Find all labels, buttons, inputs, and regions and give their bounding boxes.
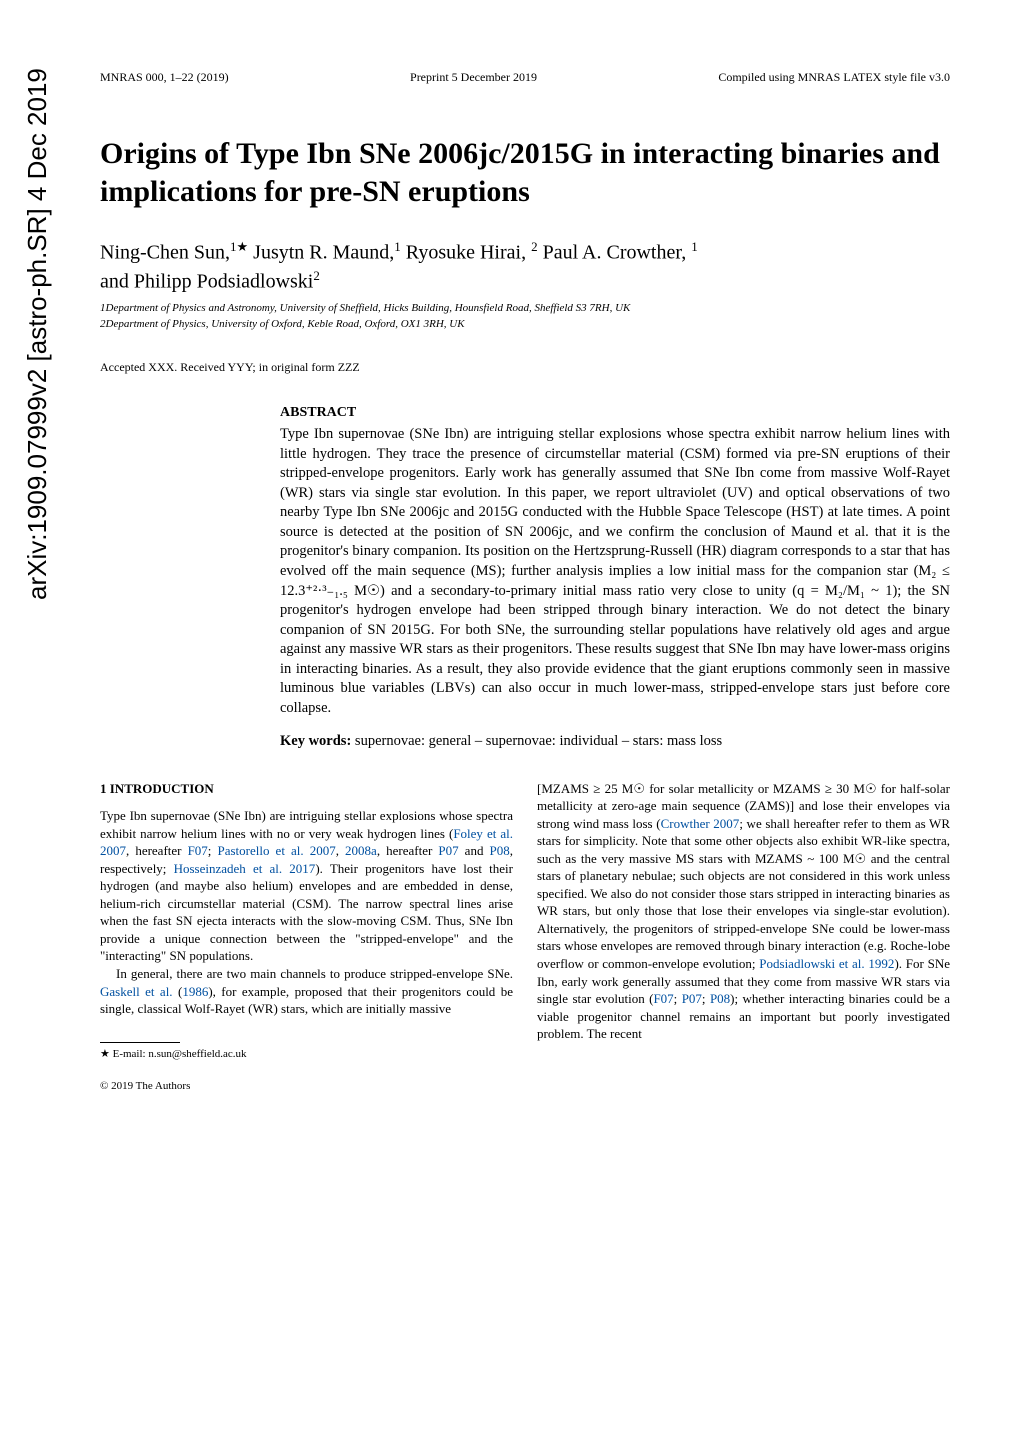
text: ). Their progenitors have lost their hyd…: [100, 861, 513, 964]
paragraph: Type Ibn supernovae (SNe Ibn) are intrig…: [100, 807, 513, 965]
keywords-label: Key words:: [280, 733, 351, 749]
author-name: Ryosuke Hirai,: [406, 242, 531, 264]
author-name: Ning-Chen Sun,: [100, 242, 230, 264]
citation-link[interactable]: P07: [438, 843, 458, 858]
text: ;: [702, 991, 710, 1006]
keywords: Key words: supernovae: general – superno…: [280, 733, 950, 750]
citation-link[interactable]: 2008a: [345, 843, 377, 858]
text: ; we shall hereafter refer to them as WR…: [537, 816, 950, 971]
text: (: [173, 984, 183, 999]
author-affil-sup: 1★: [230, 239, 248, 254]
header-left: MNRAS 000, 1–22 (2019): [100, 70, 229, 85]
header-center: Preprint 5 December 2019: [410, 70, 537, 85]
page-content: MNRAS 000, 1–22 (2019) Preprint 5 Decemb…: [0, 0, 1020, 1134]
author-affil-sup: 1: [691, 239, 698, 254]
header-row: MNRAS 000, 1–22 (2019) Preprint 5 Decemb…: [100, 70, 950, 85]
header-right: Compiled using MNRAS LATEX style file v3…: [718, 70, 950, 85]
keywords-text: supernovae: general – supernovae: indivi…: [351, 733, 722, 749]
text: ,: [336, 843, 345, 858]
right-column: [MZAMS ≥ 25 M☉ for solar metallicity or …: [537, 780, 950, 1095]
author-affil-sup: 2: [531, 239, 538, 254]
authors: Ning-Chen Sun,1★ Jusytn R. Maund,1 Ryosu…: [100, 238, 950, 295]
text: ;: [674, 991, 682, 1006]
text: and: [459, 843, 490, 858]
author-name: Paul A. Crowther,: [543, 242, 692, 264]
author-name: Jusytn R. Maund,: [253, 242, 394, 264]
section-heading: 1 INTRODUCTION: [100, 780, 513, 798]
citation-link[interactable]: P08: [710, 991, 730, 1006]
author-affil-sup: 1: [394, 239, 401, 254]
footnote-rule: [100, 1042, 180, 1043]
text: , hereafter: [126, 843, 188, 858]
text: In general, there are two main channels …: [116, 966, 513, 981]
left-column: 1 INTRODUCTION Type Ibn supernovae (SNe …: [100, 780, 513, 1095]
citation-link[interactable]: Pastorello et al. 2007: [217, 843, 335, 858]
copyright: © 2019 The Authors: [100, 1079, 513, 1094]
text: Type Ibn supernovae (SNe Ibn) are intrig…: [100, 808, 513, 841]
paragraph: [MZAMS ≥ 25 M☉ for solar metallicity or …: [537, 780, 950, 1043]
citation-link[interactable]: P07: [682, 991, 702, 1006]
abstract-block: ABSTRACT Type Ibn supernovae (SNe Ibn) a…: [280, 405, 950, 749]
paragraph: In general, there are two main channels …: [100, 965, 513, 1018]
accepted-line: Accepted XXX. Received YYY; in original …: [100, 360, 950, 375]
abstract-text: Type Ibn supernovae (SNe Ibn) are intrig…: [280, 425, 950, 718]
body-columns: 1 INTRODUCTION Type Ibn supernovae (SNe …: [100, 780, 950, 1095]
affiliations: 1Department of Physics and Astronomy, Un…: [100, 301, 950, 332]
abstract-heading: ABSTRACT: [280, 405, 950, 421]
author-affil-sup: 2: [313, 268, 320, 283]
citation-link[interactable]: Hosseinzadeh et al. 2017: [174, 861, 316, 876]
affiliation: 2Department of Physics, University of Ox…: [100, 317, 950, 332]
paper-title: Origins of Type Ibn SNe 2006jc/2015G in …: [100, 135, 950, 210]
author-name: and Philipp Podsiadlowski: [100, 270, 313, 292]
citation-link[interactable]: Podsiadlowski et al. 1992: [759, 956, 894, 971]
citation-link[interactable]: P08: [490, 843, 510, 858]
citation-link[interactable]: F07: [653, 991, 673, 1006]
arxiv-identifier: arXiv:1909.07999v2 [astro-ph.SR] 4 Dec 2…: [22, 68, 53, 600]
citation-link[interactable]: Crowther 2007: [661, 816, 740, 831]
citation-link[interactable]: 1986: [182, 984, 208, 999]
text: , hereafter: [377, 843, 439, 858]
footnote: ★ E-mail: n.sun@sheffield.ac.uk: [100, 1047, 513, 1062]
affiliation: 1Department of Physics and Astronomy, Un…: [100, 301, 950, 316]
citation-link[interactable]: Gaskell et al.: [100, 984, 173, 999]
citation-link[interactable]: F07: [188, 843, 208, 858]
